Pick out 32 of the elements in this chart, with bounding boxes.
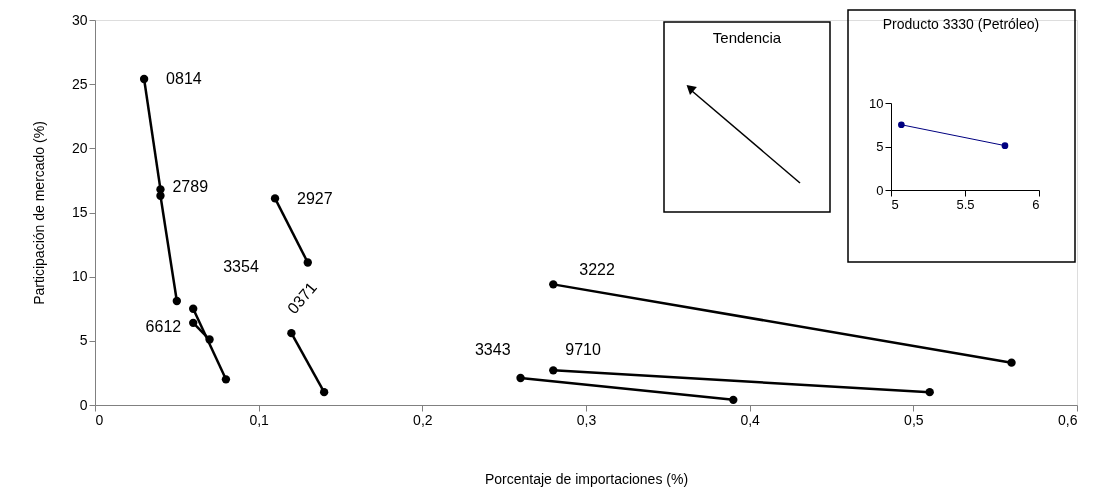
y-axis-title: Participación de mercado (%) [30, 121, 47, 305]
x-tick-label: 6 [1032, 196, 1040, 212]
series-label: 3343 [474, 341, 511, 359]
y-tick-label: 25 [71, 75, 88, 92]
series-label: 0814 [166, 70, 202, 88]
y-tick-label: 0 [876, 182, 884, 198]
series-label: 2927 [297, 190, 333, 208]
y-tick-label: 5 [79, 332, 88, 349]
y-tick-label: 15 [71, 204, 88, 220]
y-tick-label: 10 [869, 95, 884, 111]
x-tick-label: 0,3 [576, 411, 597, 428]
series-label: 2789 [172, 177, 209, 195]
x-tick-label: 0,6 [1058, 411, 1078, 428]
chart-title: Producto 3330 (Petróleo) [882, 16, 1040, 32]
series-label: 9710 [565, 341, 601, 359]
annotation: Tendencia [712, 29, 782, 46]
x-tick-label: 0 [95, 411, 104, 428]
series-label: 3222 [579, 261, 615, 279]
y-tick-label: 5 [876, 139, 884, 154]
x-tick-label: 0,4 [740, 411, 761, 428]
x-tick-label: 0,1 [249, 411, 270, 428]
x-tick-label: 0,5 [904, 411, 924, 428]
y-tick-label: 10 [71, 268, 88, 285]
x-tick-label: 5 [891, 196, 899, 212]
text: 3354 [223, 257, 259, 275]
x-axis-title: Porcentaje de importaciones (%) [484, 470, 689, 487]
series-label: 6612 [145, 317, 182, 335]
x-tick-label: 0,2 [413, 411, 433, 428]
y-tick-label: 20 [71, 139, 88, 156]
y-tick-label: 0 [79, 396, 88, 413]
y-tick-label: 30 [71, 11, 88, 28]
x-tick-label: 5.5 [956, 196, 975, 212]
